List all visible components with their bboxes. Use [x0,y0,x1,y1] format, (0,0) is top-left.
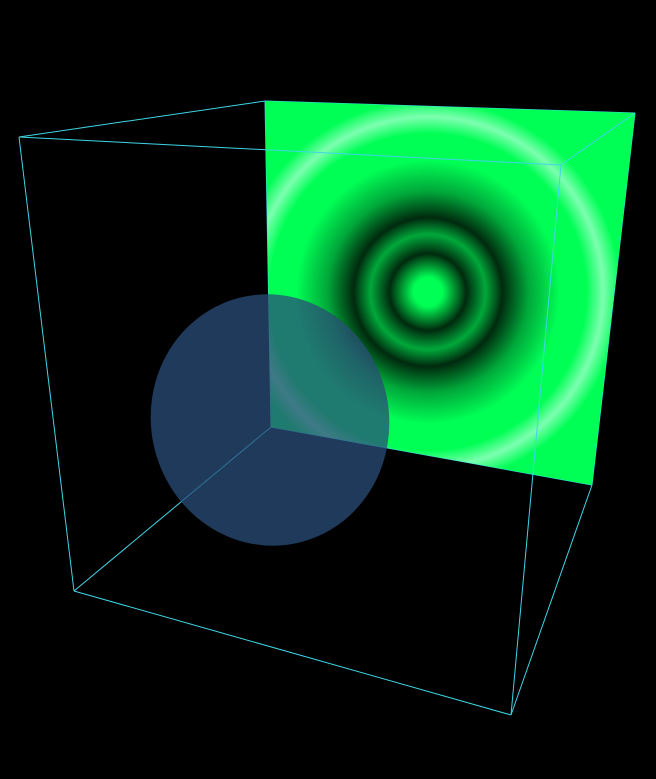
edge-front-vertical-left [18,136,75,592]
edge-front-top-right [560,112,636,166]
box-front-edges [18,112,636,716]
edge-front-bottom-right [510,484,593,716]
edge-back-top-left [18,100,266,138]
edge-front-top [18,136,562,166]
edge-front-bottom [73,590,512,716]
translucent-disc[interactable] [127,272,412,568]
edge-front-vertical-right [510,164,562,716]
